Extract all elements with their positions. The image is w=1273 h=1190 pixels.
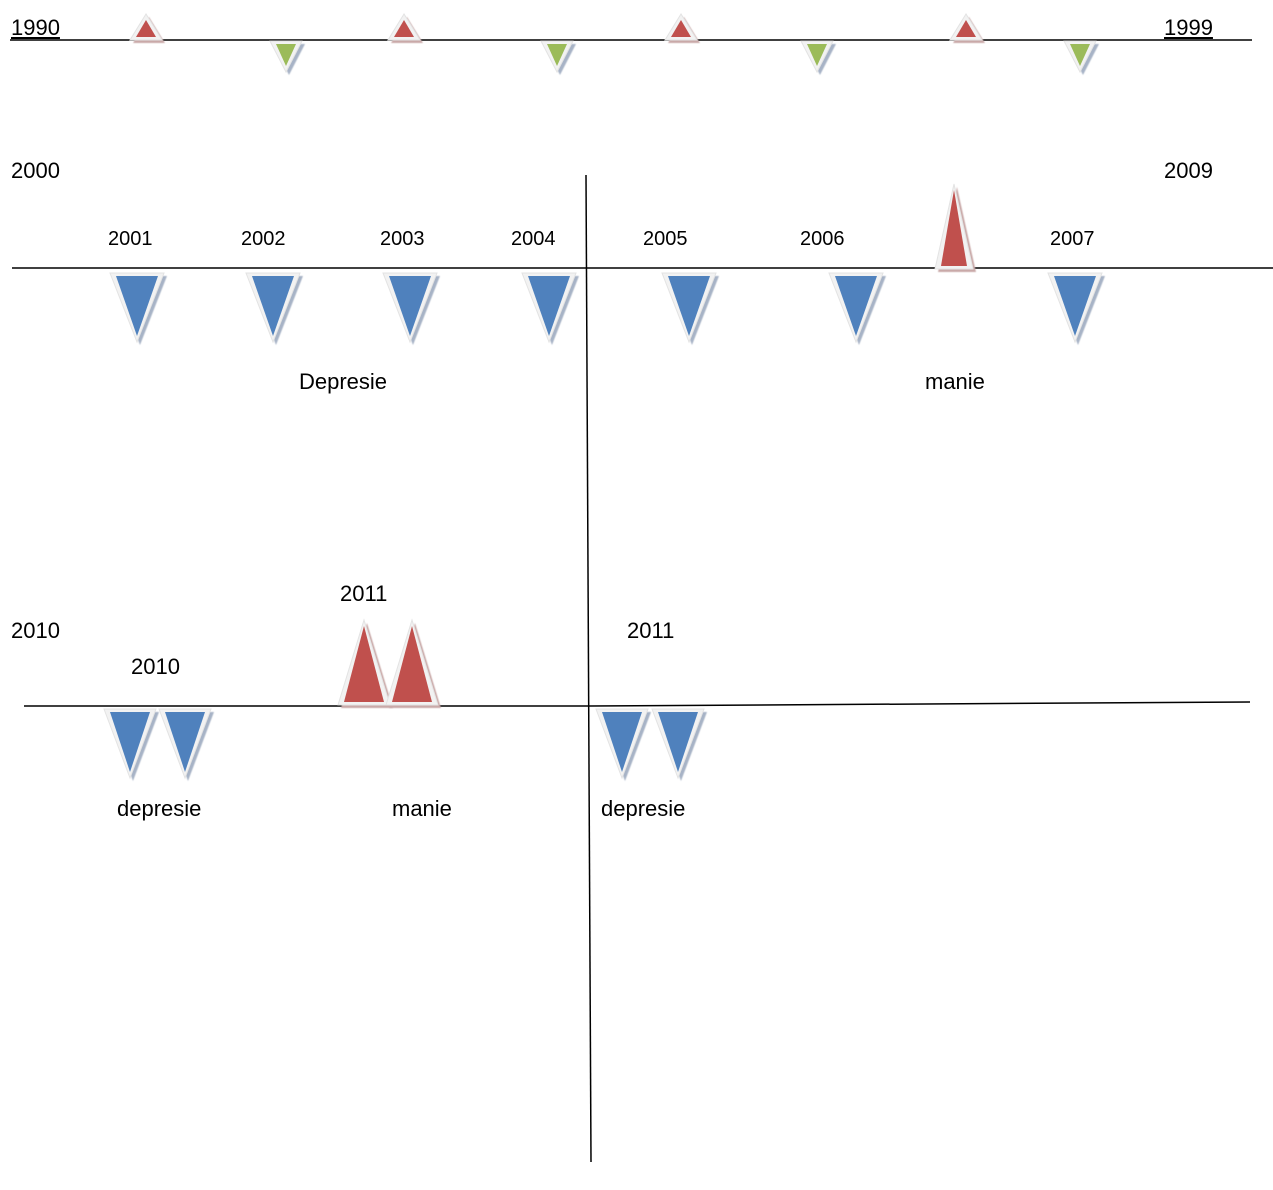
year-label-2003: 2003: [380, 228, 425, 250]
depression-triangle-2000s-5: [661, 272, 719, 345]
depression-triangle-2000s-3: [382, 272, 440, 345]
year-label-2001: 2001: [108, 228, 153, 250]
mania-triangle-2010s-1: [337, 618, 393, 708]
year-label-2002: 2002: [241, 228, 286, 250]
mania-triangle-2010s-2: [385, 618, 441, 708]
vertical-divider: [585, 174, 592, 1163]
mania-triangle-1990s-5: [664, 13, 700, 43]
start-label-2010: 2010: [11, 618, 60, 643]
depression-triangle-2000s-6: [828, 272, 886, 345]
depression-label-2000s: Depresie: [299, 369, 388, 394]
minor-down-triangle-1990s-2: [269, 40, 305, 75]
depression-triangle-2010s-2: [158, 708, 214, 781]
depression-triangle-2000s-1: [109, 272, 167, 345]
mania-label-2000s: manie: [925, 369, 985, 394]
minor-down-triangle-1990s-8: [1063, 40, 1099, 75]
year-label-2010: 2010: [131, 654, 180, 679]
start-label-2000: 2000: [11, 158, 60, 183]
mania-triangle-1990s-7: [949, 13, 985, 43]
year-label-2011: 2011: [627, 618, 675, 643]
year-label-2007: 2007: [1050, 228, 1095, 250]
depression-triangle-2010s-4: [651, 708, 707, 781]
year-label-2004: 2004: [511, 228, 556, 250]
depression-triangle-2000s-4: [521, 272, 579, 345]
depression-label-2011: depresie: [601, 796, 686, 821]
timeline-line-2010s-right: [589, 701, 1251, 707]
end-label-1999: 1999: [1164, 15, 1213, 40]
minor-down-triangle-1990s-4: [540, 40, 576, 75]
end-label-2009: 2009: [1164, 158, 1213, 183]
year-label-2011-mania: 2011: [340, 581, 388, 606]
mania-spike-2000s: [934, 183, 976, 272]
depression-triangle-2010s-1: [103, 708, 159, 781]
mania-triangle-1990s-1: [129, 13, 165, 43]
year-label-2005: 2005: [643, 228, 688, 250]
year-label-2006: 2006: [800, 228, 845, 250]
depression-triangle-2000s-8: [1047, 272, 1105, 345]
start-label-1990: 1990: [11, 15, 60, 40]
minor-down-triangle-1990s-6: [800, 40, 836, 75]
depression-label-2010: depresie: [117, 796, 202, 821]
mania-label-2011: manie: [392, 796, 452, 821]
depression-triangle-2000s-2: [245, 272, 303, 345]
depression-triangle-2010s-3: [595, 708, 651, 781]
mania-triangle-1990s-3: [387, 13, 423, 43]
markers-group: [103, 13, 1105, 781]
